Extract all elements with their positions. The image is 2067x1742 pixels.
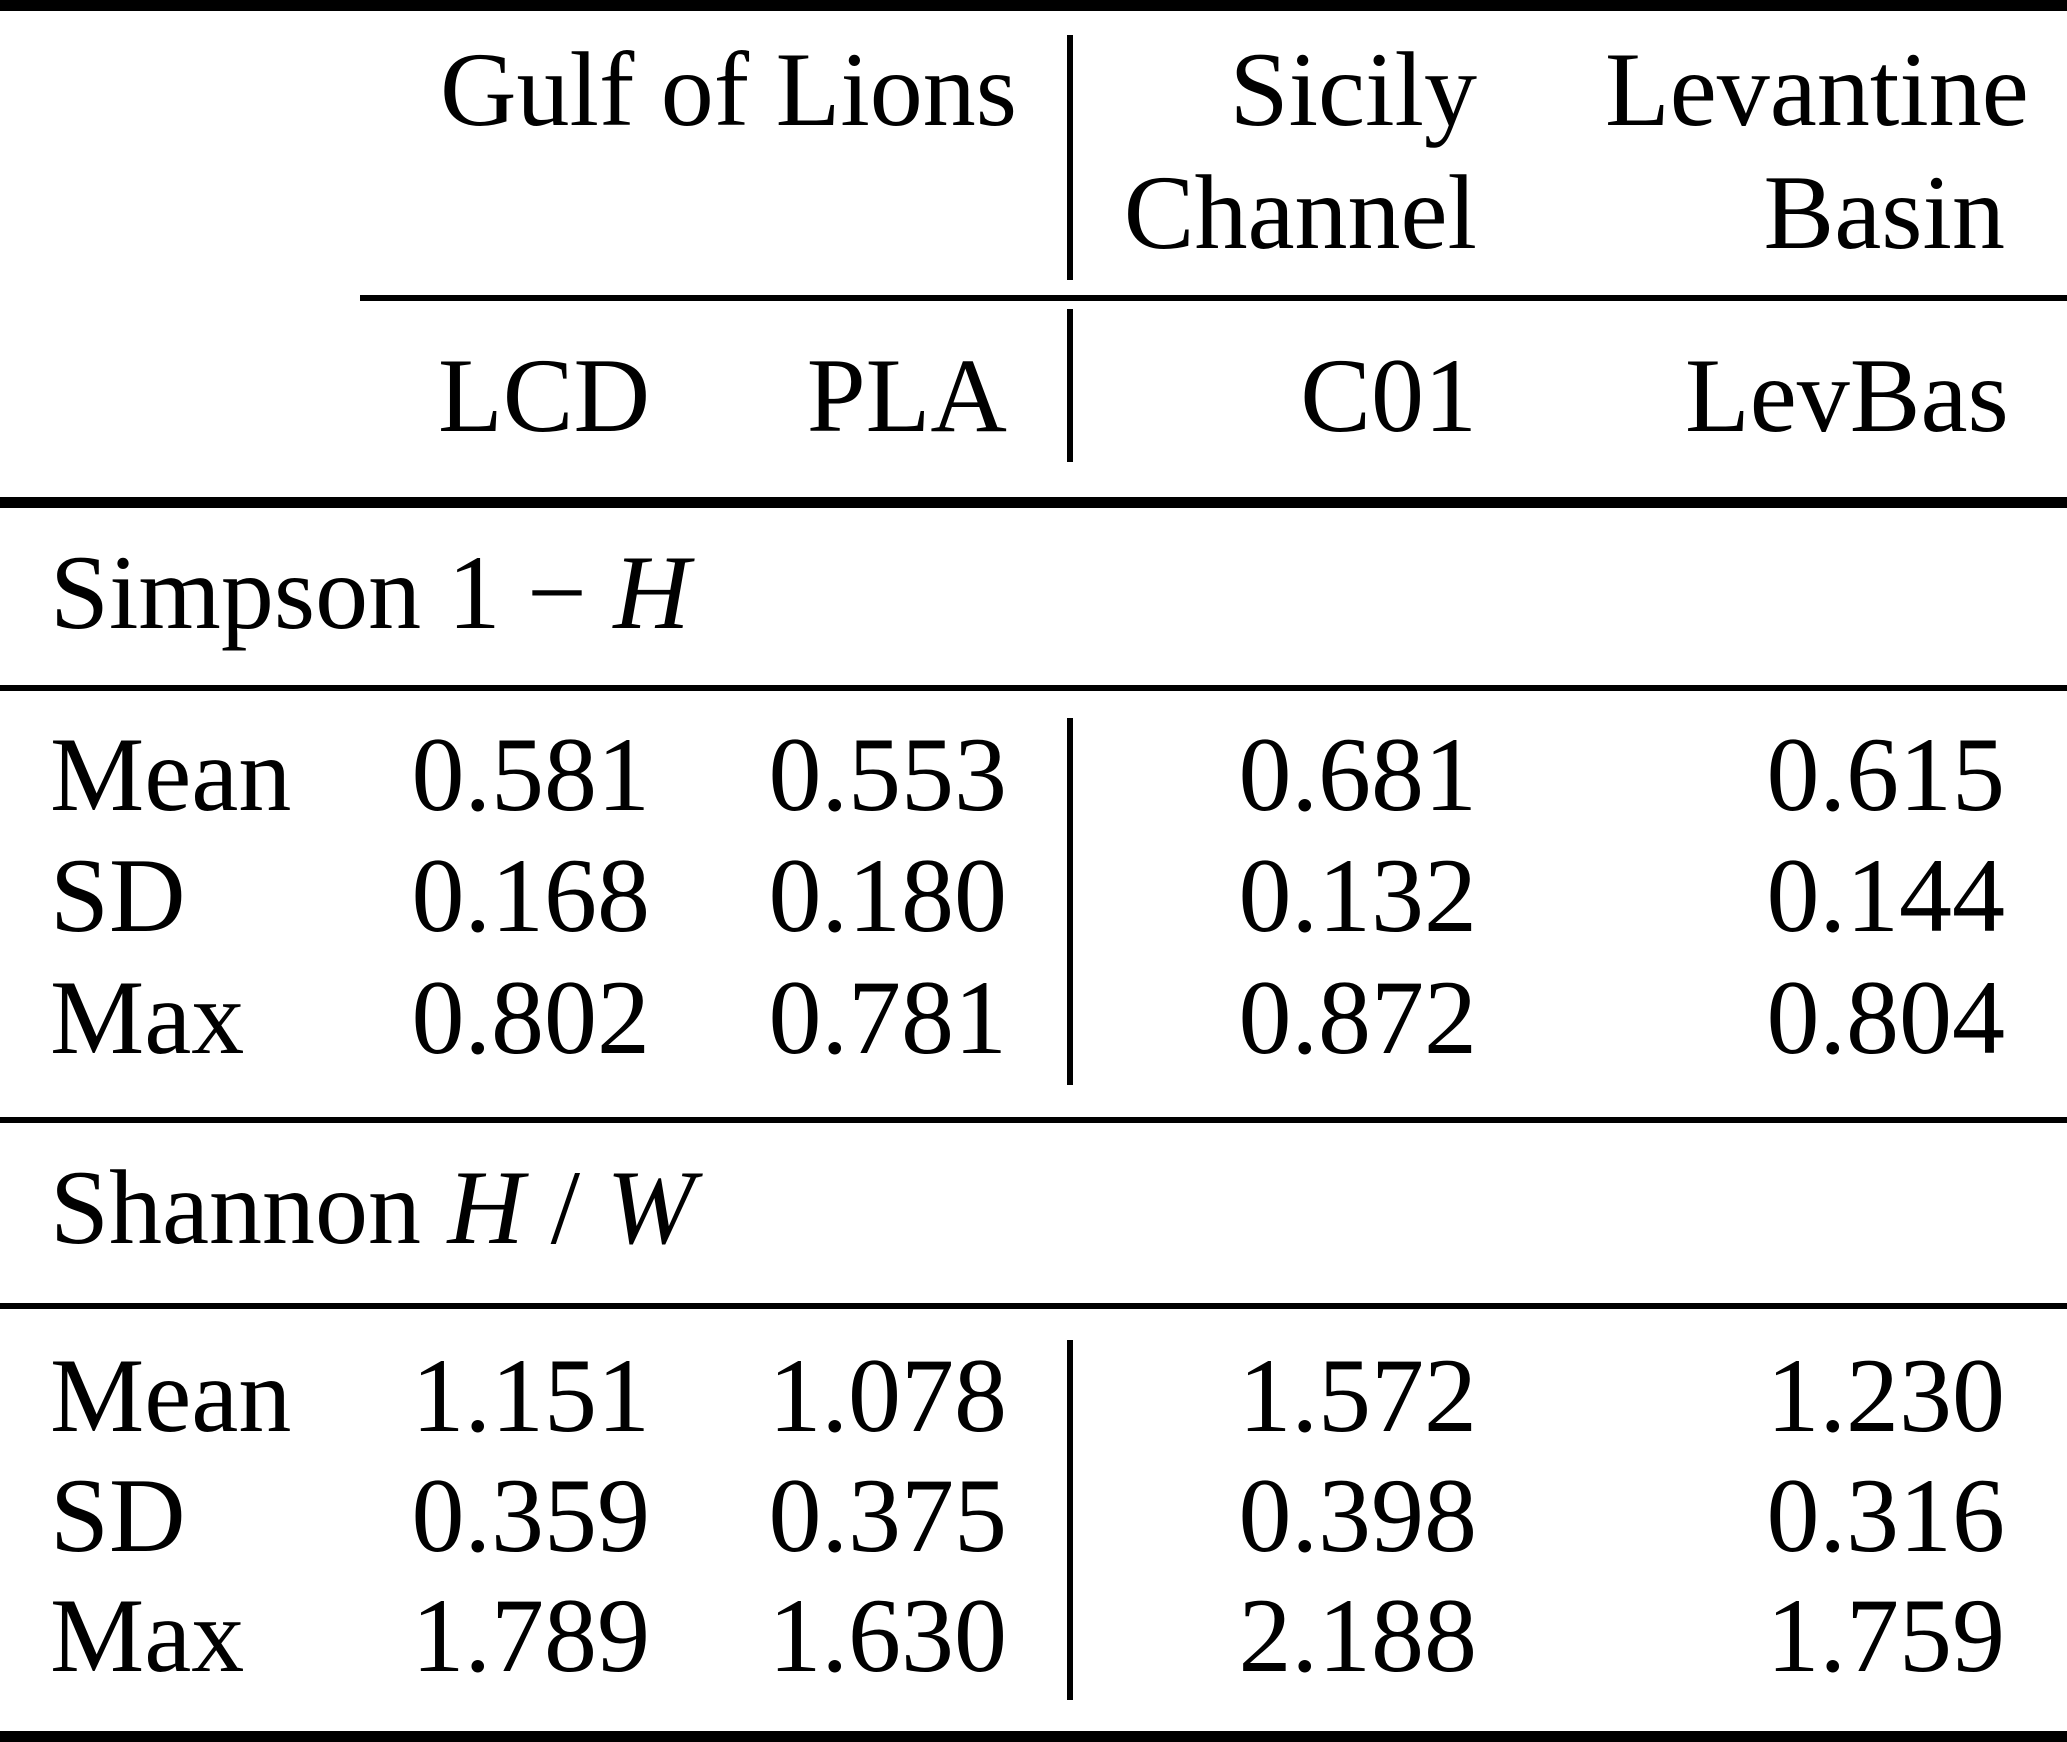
cell-value: 0.359 — [411, 1457, 651, 1574]
cell-value: 0.375 — [768, 1457, 1008, 1574]
table-row: Max 0.802 0.781 0.872 0.804 — [0, 965, 2067, 1085]
column-divider-segment-header — [1067, 35, 1073, 280]
section-title-prefix: Shannon — [50, 1149, 448, 1266]
top-rule — [0, 0, 2067, 11]
cell-value: 1.230 — [1766, 1337, 2006, 1454]
cell-value: 0.144 — [1766, 837, 2006, 954]
table-row: Mean 0.581 0.553 0.681 0.615 — [0, 722, 2067, 842]
cell-value: 0.398 — [1238, 1457, 1478, 1574]
cell-value: 2.188 — [1238, 1577, 1478, 1694]
section-title-shannon: Shannon H / W — [0, 1155, 2067, 1275]
cell-value: 0.781 — [768, 959, 1008, 1076]
table-row: SD 0.168 0.180 0.132 0.144 — [0, 843, 2067, 963]
section-title-symbol: H — [447, 1149, 525, 1266]
row-label: Mean — [50, 716, 292, 833]
cell-value: 0.180 — [768, 837, 1008, 954]
header-separator-rule — [0, 497, 2067, 508]
section-title-simpson: Simpson 1 − H — [0, 540, 2067, 660]
row-label: Max — [50, 959, 245, 1076]
cell-value: 0.553 — [768, 716, 1008, 833]
section-title-prefix: Simpson 1 − — [50, 534, 614, 651]
column-group-levantine-line1: Levantine — [1605, 31, 2029, 148]
section-title-text: Simpson 1 − H — [50, 540, 690, 646]
row-label: Max — [50, 1577, 245, 1694]
column-header-lcd: LCD — [438, 337, 650, 454]
shannon-title-rule — [0, 1303, 2067, 1309]
section-title-symbol: W — [606, 1149, 695, 1266]
column-group-sicily-line1: Sicily — [1229, 31, 1477, 148]
column-divider-segment-simpson-rows — [1067, 718, 1073, 1085]
column-header-pla: PLA — [806, 337, 1007, 454]
column-group-gulf-of-lions: Gulf of Lions — [440, 31, 1018, 148]
column-divider-segment-shannon-rows — [1067, 1340, 1073, 1700]
section-title-separator: / — [524, 1149, 607, 1266]
column-divider-segment-colhead — [1067, 309, 1073, 462]
bottom-rule — [0, 1731, 2067, 1742]
column-header-c01: C01 — [1300, 337, 1477, 454]
row-label: SD — [50, 837, 186, 954]
cell-value: 0.132 — [1238, 837, 1478, 954]
simpson-bottom-rule — [0, 1117, 2067, 1123]
cell-value: 1.630 — [768, 1577, 1008, 1694]
cell-value: 0.581 — [411, 716, 651, 833]
column-group-levantine-line2: Basin — [1763, 154, 2005, 271]
section-title-symbol: H — [613, 534, 690, 651]
column-group-midrule — [360, 295, 2067, 301]
cell-value: 1.151 — [411, 1337, 651, 1454]
cell-value: 0.872 — [1238, 959, 1478, 1076]
simpson-title-rule — [0, 685, 2067, 691]
cell-value: 0.804 — [1766, 959, 2006, 1076]
column-header-row: LCD PLA C01 LevBas — [0, 343, 2067, 463]
row-label: SD — [50, 1457, 186, 1574]
cell-value: 1.572 — [1238, 1337, 1478, 1454]
column-group-sicily-line2: Channel — [1123, 154, 1477, 271]
cell-value: 0.168 — [411, 837, 651, 954]
table-row: Mean 1.151 1.078 1.572 1.230 — [0, 1343, 2067, 1463]
cell-value: 1.078 — [768, 1337, 1008, 1454]
cell-value: 0.802 — [411, 959, 651, 1076]
row-label: Mean — [50, 1337, 292, 1454]
cell-value: 1.759 — [1766, 1577, 2006, 1694]
column-header-levbas: LevBas — [1685, 337, 2009, 454]
table-row: SD 0.359 0.375 0.398 0.316 — [0, 1463, 2067, 1583]
cell-value: 0.681 — [1238, 716, 1478, 833]
table-row: Max 1.789 1.630 2.188 1.759 — [0, 1583, 2067, 1703]
cell-value: 0.316 — [1766, 1457, 2006, 1574]
cell-value: 1.789 — [411, 1577, 651, 1694]
cell-value: 0.615 — [1766, 716, 2006, 833]
section-title-text: Shannon H / W — [50, 1155, 695, 1261]
